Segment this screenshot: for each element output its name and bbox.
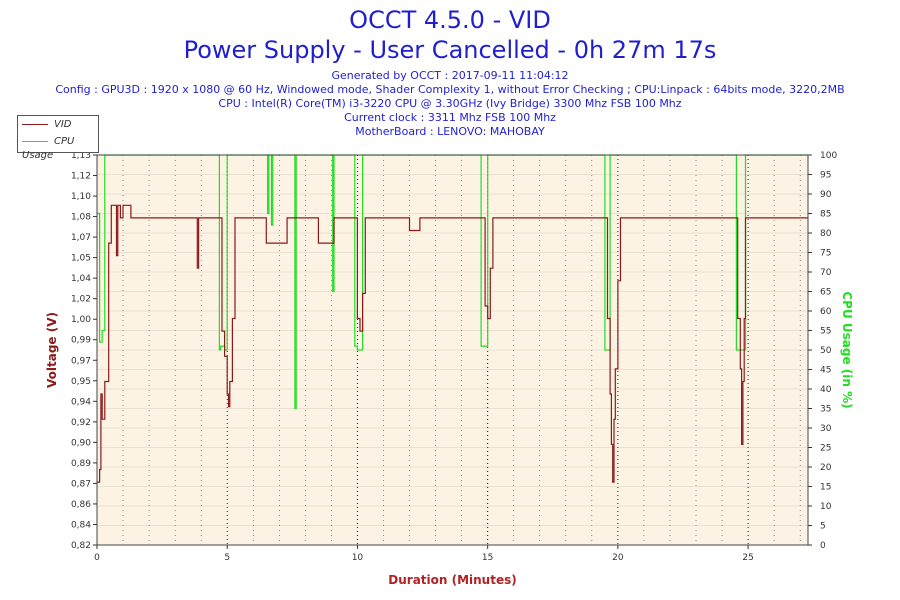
y-left-tick-label: 0,82 [71,541,91,551]
y-right-tick-label: 80 [820,229,832,239]
info-cpu: CPU : Intel(R) Core(TM) i3-3220 CPU @ 3.… [218,97,682,110]
y-right-tick-label: 95 [820,171,831,181]
y-left-tick-label: 0,97 [71,356,91,366]
chart-title: OCCT 4.5.0 - VID [349,6,551,34]
y-right-tick-label: 60 [820,307,832,317]
y-left-tick-label: 0,92 [71,418,91,428]
legend-label-cpu: CPU Usage [22,136,75,161]
y-left-tick-label: 1,10 [71,192,91,202]
y-left-tick-label: 0,86 [71,500,91,510]
info-generated: Generated by OCCT : 2017-09-11 11:04:12 [331,69,569,82]
y-right-tick-label: 100 [820,151,837,161]
y-left-tick-label: 1,12 [71,172,91,182]
chart-subtitle: Power Supply - User Cancelled - 0h 27m 1… [183,36,717,64]
legend-item-vid: VID [22,118,72,132]
y-right-tick-label: 0 [820,541,826,551]
y-right-tick-label: 65 [820,288,831,298]
info-clock: Current clock : 3311 Mhz FSB 100 Mhz [344,111,556,124]
y-right-tick-label: 40 [820,385,832,395]
y-left-tick-label: 0,94 [71,397,91,407]
y-right-tick-label: 20 [820,463,832,473]
legend-swatch-cpu [22,140,48,142]
y-right-tick-label: 5 [820,522,826,532]
y-left-axis-label: Voltage (V) [45,312,59,388]
y-left-tick-label: 1,02 [71,295,91,305]
y-left-tick-label: 0,89 [71,459,91,469]
y-left-tick-label: 0,90 [71,438,91,448]
legend-swatch-vid [22,123,48,125]
y-right-axis-label: CPU Usage (in %) [840,291,854,408]
y-right-tick-label: 30 [820,424,832,434]
x-tick-label: 15 [482,553,493,563]
y-left-tick-label: 1,05 [71,254,91,264]
y-left-tick-label: 0,99 [71,336,91,346]
x-tick-label: 25 [742,553,753,563]
legend: VID CPU Usage [17,115,99,161]
legend-item-cpu: CPU Usage [22,135,98,161]
y-left-tick-label: 1,04 [71,274,91,284]
y-right-tick-label: 55 [820,327,831,337]
legend-label-vid: VID [54,119,72,130]
y-left-tick-label: 1,00 [71,315,91,325]
y-left-tick-label: 0,95 [71,377,91,387]
y-right-tick-label: 70 [820,268,832,278]
y-right-tick-label: 75 [820,249,831,259]
x-tick-label: 5 [224,553,230,563]
y-right-tick-label: 45 [820,366,831,376]
info-motherboard: MotherBoard : LENOVO: MAHOBAY [355,125,545,138]
y-left-tick-label: 1,08 [71,213,91,223]
y-left-tick-label: 0,84 [71,520,91,530]
info-config: Config : GPU3D : 1920 x 1080 @ 60 Hz, Wi… [55,83,845,96]
x-tick-label: 10 [352,553,364,563]
x-axis-label: Duration (Minutes) [388,573,516,587]
y-left-tick-label: 0,87 [71,479,91,489]
y-right-tick-label: 50 [820,346,832,356]
y-right-tick-label: 10 [820,502,832,512]
x-tick-label: 0 [94,553,100,563]
y-right-tick-label: 90 [820,190,832,200]
y-left-tick-label: 1,07 [71,233,91,243]
series-vid-line [97,204,808,483]
y-right-tick-label: 85 [820,210,831,220]
y-right-tick-label: 25 [820,444,831,454]
y-right-tick-label: 15 [820,483,831,493]
y-right-tick-label: 35 [820,405,831,415]
plot-border [96,154,809,546]
x-tick-label: 20 [612,553,624,563]
y-left-tick-label: 1,13 [71,151,91,161]
